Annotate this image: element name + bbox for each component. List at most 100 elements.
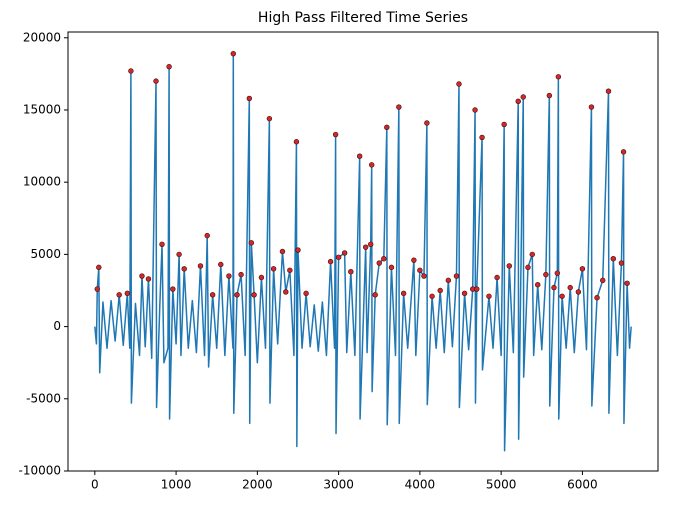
peak-marker: [293, 139, 300, 145]
peak-marker: [424, 120, 430, 126]
peak-marker: [139, 273, 145, 279]
peak-marker: [362, 244, 369, 250]
peak-marker: [197, 263, 204, 269]
peak-marker: [624, 280, 630, 286]
y-tick-label: -5000: [26, 391, 61, 405]
peak-marker: [368, 162, 375, 168]
peak-marker: [620, 149, 627, 155]
peak-marker: [551, 284, 557, 291]
series-line: [94, 52, 632, 452]
x-tick-label: 3000: [323, 478, 354, 492]
peak-marker: [96, 264, 102, 271]
peak-marker: [218, 261, 224, 268]
peak-marker: [520, 94, 526, 100]
peak-marker: [238, 271, 244, 278]
peak-marker: [145, 276, 152, 282]
peak-marker: [396, 104, 402, 110]
peak-marker: [116, 292, 122, 298]
peak-marker: [546, 92, 553, 99]
peak-marker: [618, 260, 625, 266]
peak-marker: [437, 287, 443, 294]
peak-marker: [579, 266, 586, 272]
peak-marker: [453, 273, 460, 279]
peak-marker: [384, 124, 390, 131]
peak-marker: [209, 292, 216, 298]
peak-marker: [486, 293, 492, 299]
peak-marker: [335, 254, 342, 260]
peak-marker: [166, 63, 172, 70]
peak-marker: [535, 282, 541, 288]
x-tick-label: 4000: [405, 478, 436, 492]
peak-marker: [246, 95, 253, 102]
y-tick-label: 15000: [23, 102, 61, 116]
peak-marker: [341, 250, 348, 256]
peak-marker: [559, 293, 565, 299]
peak-marker: [515, 98, 521, 105]
peak-marker: [445, 277, 452, 284]
peak-marker: [411, 257, 417, 263]
peak-marker: [376, 260, 382, 266]
x-tick-label: 0: [91, 478, 99, 492]
peak-marker: [525, 264, 531, 271]
peak-marker: [381, 256, 387, 262]
peak-marker: [600, 277, 606, 284]
chart-title: High Pass Filtered Time Series: [258, 10, 468, 26]
peak-marker: [356, 153, 363, 159]
x-tick-label: 2000: [242, 478, 273, 492]
peak-marker: [372, 292, 378, 298]
peak-marker: [529, 251, 535, 258]
peak-marker: [204, 232, 210, 239]
x-tick-label: 1000: [161, 478, 192, 492]
peak-marker: [94, 286, 100, 292]
peak-marker: [251, 292, 257, 298]
peak-marker: [270, 266, 277, 272]
peak-marker: [543, 271, 549, 278]
peak-marker: [554, 270, 561, 276]
peak-marker: [388, 264, 395, 271]
peak-marker: [153, 78, 159, 84]
peak-marker: [332, 131, 339, 138]
y-tick-label: 5000: [30, 247, 61, 261]
peak-marker: [474, 286, 480, 292]
y-tick-label: -10000: [18, 464, 61, 478]
y-tick-label: 20000: [23, 30, 61, 44]
peak-marker: [588, 104, 595, 110]
peak-marker: [456, 81, 462, 87]
peak-marker: [368, 241, 374, 247]
peak-marker: [170, 286, 176, 292]
y-tick-label: 0: [53, 319, 61, 333]
peak-marker: [279, 248, 286, 255]
peak-marker: [567, 284, 573, 291]
peak-marker: [287, 267, 293, 273]
x-tick-label: 6000: [567, 478, 598, 492]
peak-marker: [429, 293, 435, 299]
peak-marker: [226, 273, 232, 279]
peak-marker: [230, 50, 236, 57]
peak-marker: [128, 68, 134, 74]
peak-marker: [176, 251, 182, 258]
peak-marker: [303, 290, 309, 297]
peak-marker: [124, 290, 131, 297]
peak-marker: [266, 115, 273, 122]
peak-marker: [327, 258, 334, 265]
peak-marker: [555, 74, 562, 80]
peak-marker: [181, 266, 187, 272]
peak-marker: [159, 241, 165, 247]
peak-marker: [283, 289, 289, 295]
peak-marker: [295, 247, 301, 253]
peak-marker: [501, 121, 507, 128]
peak-marker: [479, 134, 485, 141]
peak-marker: [234, 292, 240, 298]
peak-marker: [594, 295, 600, 301]
peak-marker: [472, 107, 478, 113]
peak-marker: [421, 273, 427, 279]
peak-marker: [610, 256, 617, 262]
axes-frame: [67, 31, 659, 472]
plot-area: [94, 50, 632, 452]
peak-marker: [258, 274, 265, 281]
peak-marker: [506, 263, 512, 269]
x-tick-label: 5000: [486, 478, 517, 492]
peak-marker: [248, 240, 255, 246]
